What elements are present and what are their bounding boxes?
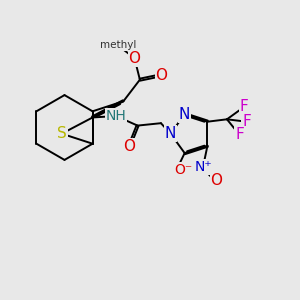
Text: F: F — [242, 114, 251, 129]
Text: F: F — [235, 128, 244, 142]
Text: O⁻: O⁻ — [174, 163, 193, 177]
Text: F: F — [240, 99, 249, 114]
Text: N: N — [179, 107, 190, 122]
Text: S: S — [57, 126, 67, 141]
Text: O: O — [211, 173, 223, 188]
Text: O: O — [155, 68, 167, 83]
Text: O: O — [128, 51, 140, 66]
Text: N: N — [165, 126, 176, 141]
Text: O: O — [123, 139, 135, 154]
Text: NH: NH — [106, 109, 126, 123]
Text: methyl: methyl — [100, 40, 136, 50]
Text: N⁺: N⁺ — [194, 160, 212, 174]
